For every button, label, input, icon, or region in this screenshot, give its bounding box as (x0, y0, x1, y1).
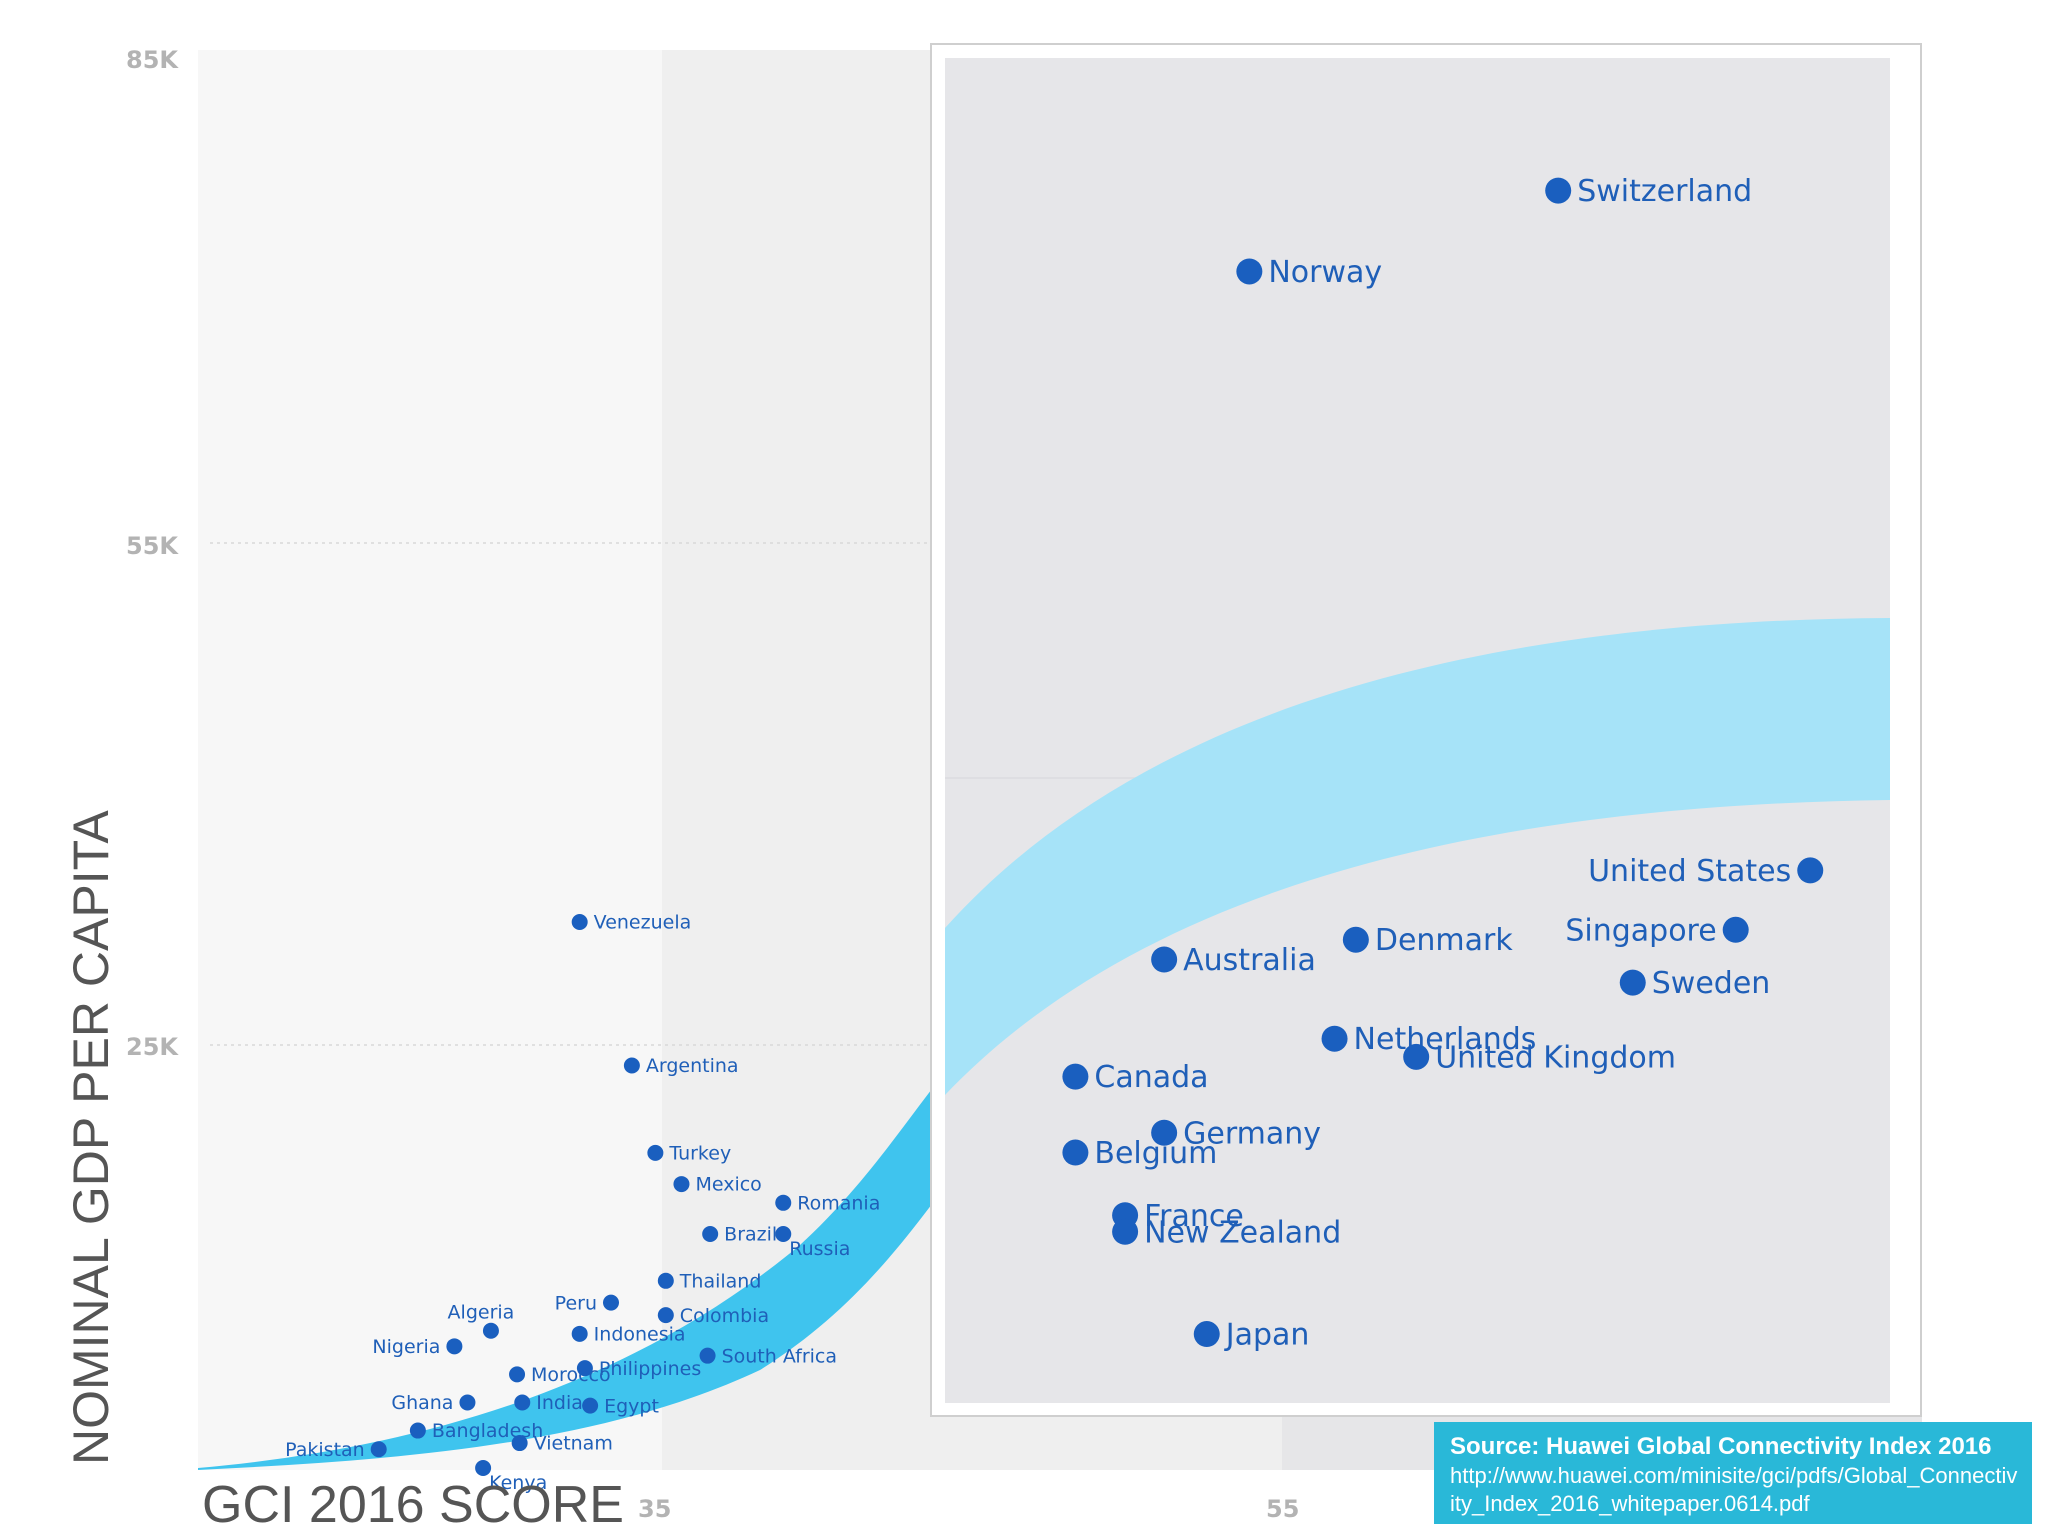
x-tick-label: 35 (638, 1495, 671, 1523)
trend-band-main (198, 1085, 935, 1470)
scatter-point (514, 1394, 531, 1411)
scatter-point (1619, 969, 1646, 996)
scatter-point (1403, 1043, 1430, 1070)
scatter-point (482, 1322, 499, 1339)
scatter-point (511, 1435, 528, 1452)
scatter-point (1545, 177, 1572, 204)
scatter-point (1062, 1139, 1089, 1166)
point-label: Egypt (604, 1395, 659, 1417)
scatter-point (576, 1360, 593, 1377)
x-axis-title: GCI 2016 SCORE (202, 1476, 624, 1534)
scatter-point (571, 1325, 588, 1342)
point-label: Kenya (489, 1472, 547, 1494)
point-label: Romania (797, 1192, 880, 1214)
scatter-point (446, 1338, 463, 1355)
scatter-point (1722, 916, 1749, 943)
point-label: South Africa (722, 1345, 837, 1367)
point-label: Philippines (599, 1358, 701, 1380)
point-label: Canada (1094, 1060, 1208, 1095)
scatter-point (1797, 857, 1824, 884)
scatter-point (775, 1194, 792, 1211)
point-label: Mexico (695, 1174, 761, 1196)
point-label: Netherlands (1354, 1022, 1537, 1057)
y-tick-label: 85K (126, 46, 179, 74)
point-label: Nigeria (372, 1336, 440, 1358)
x-tick-label: 55 (1266, 1495, 1299, 1523)
scatter-point (409, 1422, 426, 1439)
scatter-point (509, 1366, 526, 1383)
point-label: Vietnam (534, 1433, 613, 1455)
scatter-point (775, 1226, 792, 1242)
scatter-point (702, 1226, 719, 1242)
point-label: Brazil (724, 1224, 777, 1246)
point-label: Denmark (1375, 923, 1514, 958)
point-label: Norway (1268, 255, 1382, 290)
point-label: Colombia (680, 1305, 769, 1327)
point-label: Sweden (1652, 966, 1771, 1001)
points-layer: Pakistan Kenya Bangladesh Ghana Nigeria Alger… (285, 174, 1824, 1494)
scatter-point (1062, 1063, 1089, 1090)
scatter-point (657, 1272, 674, 1289)
point-label: Singapore (1565, 913, 1716, 948)
scatter-point (571, 914, 588, 930)
point-label: Germany (1183, 1116, 1321, 1151)
y-tick-label: 55K (126, 532, 179, 560)
point-label: France (1144, 1199, 1244, 1234)
scatter-point (1112, 1218, 1139, 1245)
scatter-point (370, 1441, 387, 1458)
y-tick-label: 25K (126, 1033, 179, 1061)
scatter-point (623, 1057, 640, 1074)
point-label: Venezuela (594, 912, 692, 934)
point-label: Pakistan (285, 1439, 365, 1461)
scatter-point (1236, 258, 1263, 285)
scatter-point (647, 1144, 664, 1161)
scatter-point (603, 1294, 619, 1311)
point-label: Turkey (668, 1143, 731, 1165)
trend-band-inset (945, 618, 1890, 1095)
scatter-point (1151, 1119, 1178, 1146)
point-label: Bangladesh (432, 1420, 543, 1442)
scatter-point (459, 1394, 476, 1411)
point-label: Russia (789, 1238, 850, 1260)
point-label: Ghana (391, 1392, 453, 1414)
point-label: United Kingdom (1435, 1040, 1676, 1075)
point-label: Algeria (448, 1302, 515, 1324)
scatter-point (1321, 1025, 1348, 1052)
point-label: India (536, 1392, 583, 1414)
scatter-point (582, 1397, 599, 1414)
point-label: Argentina (646, 1055, 739, 1077)
scatter-point (475, 1460, 492, 1476)
point-label: Indonesia (594, 1323, 686, 1345)
scatter-point (1151, 946, 1178, 973)
point-label: United States (1588, 854, 1791, 889)
source-url[interactable]: http://www.huawei.com/minisite/gci/pdfs/… (1450, 1463, 2018, 1516)
point-label: New Zealand (1144, 1215, 1341, 1250)
point-label: Peru (555, 1292, 597, 1314)
y-axis-title: NOMINAL GDP PER CAPITA (63, 810, 119, 1465)
scatter-point (657, 1307, 674, 1324)
scatter-point (673, 1176, 690, 1193)
point-label: Thailand (679, 1270, 762, 1292)
point-label: Australia (1183, 943, 1316, 978)
scatter-point (699, 1347, 716, 1364)
source-title: Source: Huawei Global Connectivity Index… (1450, 1433, 1992, 1460)
scatter-point (1193, 1321, 1220, 1348)
scatter-point (1342, 926, 1369, 953)
point-label: Japan (1224, 1318, 1310, 1353)
source-box: Source: Huawei Global Connectivity Index… (1434, 1422, 2032, 1524)
point-label: Switzerland (1577, 174, 1752, 209)
